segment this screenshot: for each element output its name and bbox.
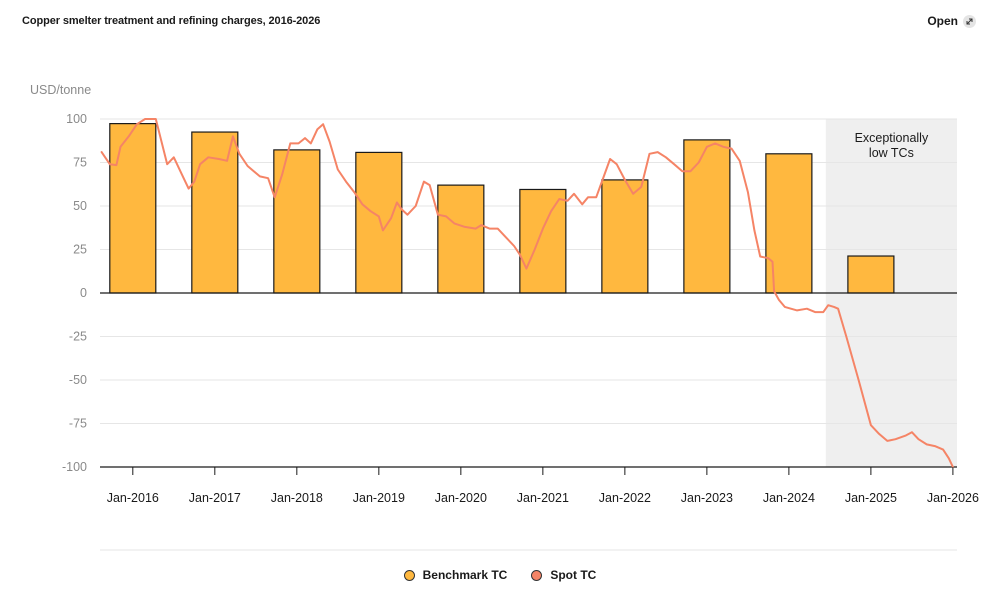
annotation-text: Exceptionally	[855, 131, 929, 145]
legend: Benchmark TC Spot TC	[0, 568, 1000, 582]
legend-spot-tc[interactable]: Spot TC	[531, 568, 596, 582]
benchmark-bar	[847, 255, 895, 294]
benchmark-swatch-icon	[403, 569, 415, 581]
benchmark-bar	[519, 188, 567, 294]
x-tick-label: Jan-2021	[517, 491, 569, 505]
y-tick-label: 75	[73, 156, 87, 170]
x-tick-label: Jan-2018	[271, 491, 323, 505]
y-tick-label: 0	[80, 286, 87, 300]
expand-icon	[963, 14, 976, 28]
y-tick-label: 25	[73, 243, 87, 257]
x-tick-label: Jan-2019	[353, 491, 405, 505]
x-tick-label: Jan-2017	[189, 491, 241, 505]
benchmark-bar	[191, 131, 239, 294]
benchmark-bar	[601, 179, 649, 294]
y-axis-label: USD/tonne	[30, 83, 91, 97]
benchmark-bar	[109, 123, 157, 294]
x-tick-label: Jan-2016	[107, 491, 159, 505]
y-tick-label: -25	[69, 330, 87, 344]
y-tick-label: 100	[66, 112, 87, 126]
open-label: Open	[927, 14, 958, 28]
spot-swatch-icon	[531, 569, 543, 581]
y-tick-label: -75	[69, 417, 87, 431]
legend-benchmark-tc[interactable]: Benchmark TC	[403, 568, 508, 582]
spot-tc-line	[100, 118, 954, 468]
x-tick-label: Jan-2020	[435, 491, 487, 505]
benchmark-bar	[683, 139, 731, 294]
y-tick-label: -50	[69, 373, 87, 387]
x-tick-label: Jan-2022	[599, 491, 651, 505]
chart-title: Copper smelter treatment and refining ch…	[22, 15, 321, 27]
x-tick-label: Jan-2026	[927, 491, 979, 505]
x-tick-label: Jan-2025	[845, 491, 897, 505]
legend-benchmark-label: Benchmark TC	[422, 568, 508, 582]
y-tick-label: 50	[73, 199, 87, 213]
benchmark-bar	[355, 151, 403, 294]
benchmark-bar	[437, 184, 485, 294]
legend-spot-label: Spot TC	[550, 568, 597, 582]
y-tick-label: -100	[62, 460, 87, 474]
annotation-text: low TCs	[869, 146, 914, 160]
x-tick-label: Jan-2023	[681, 491, 733, 505]
x-tick-label: Jan-2024	[763, 491, 815, 505]
benchmark-bar	[273, 149, 321, 294]
open-button[interactable]: Open	[927, 14, 976, 28]
